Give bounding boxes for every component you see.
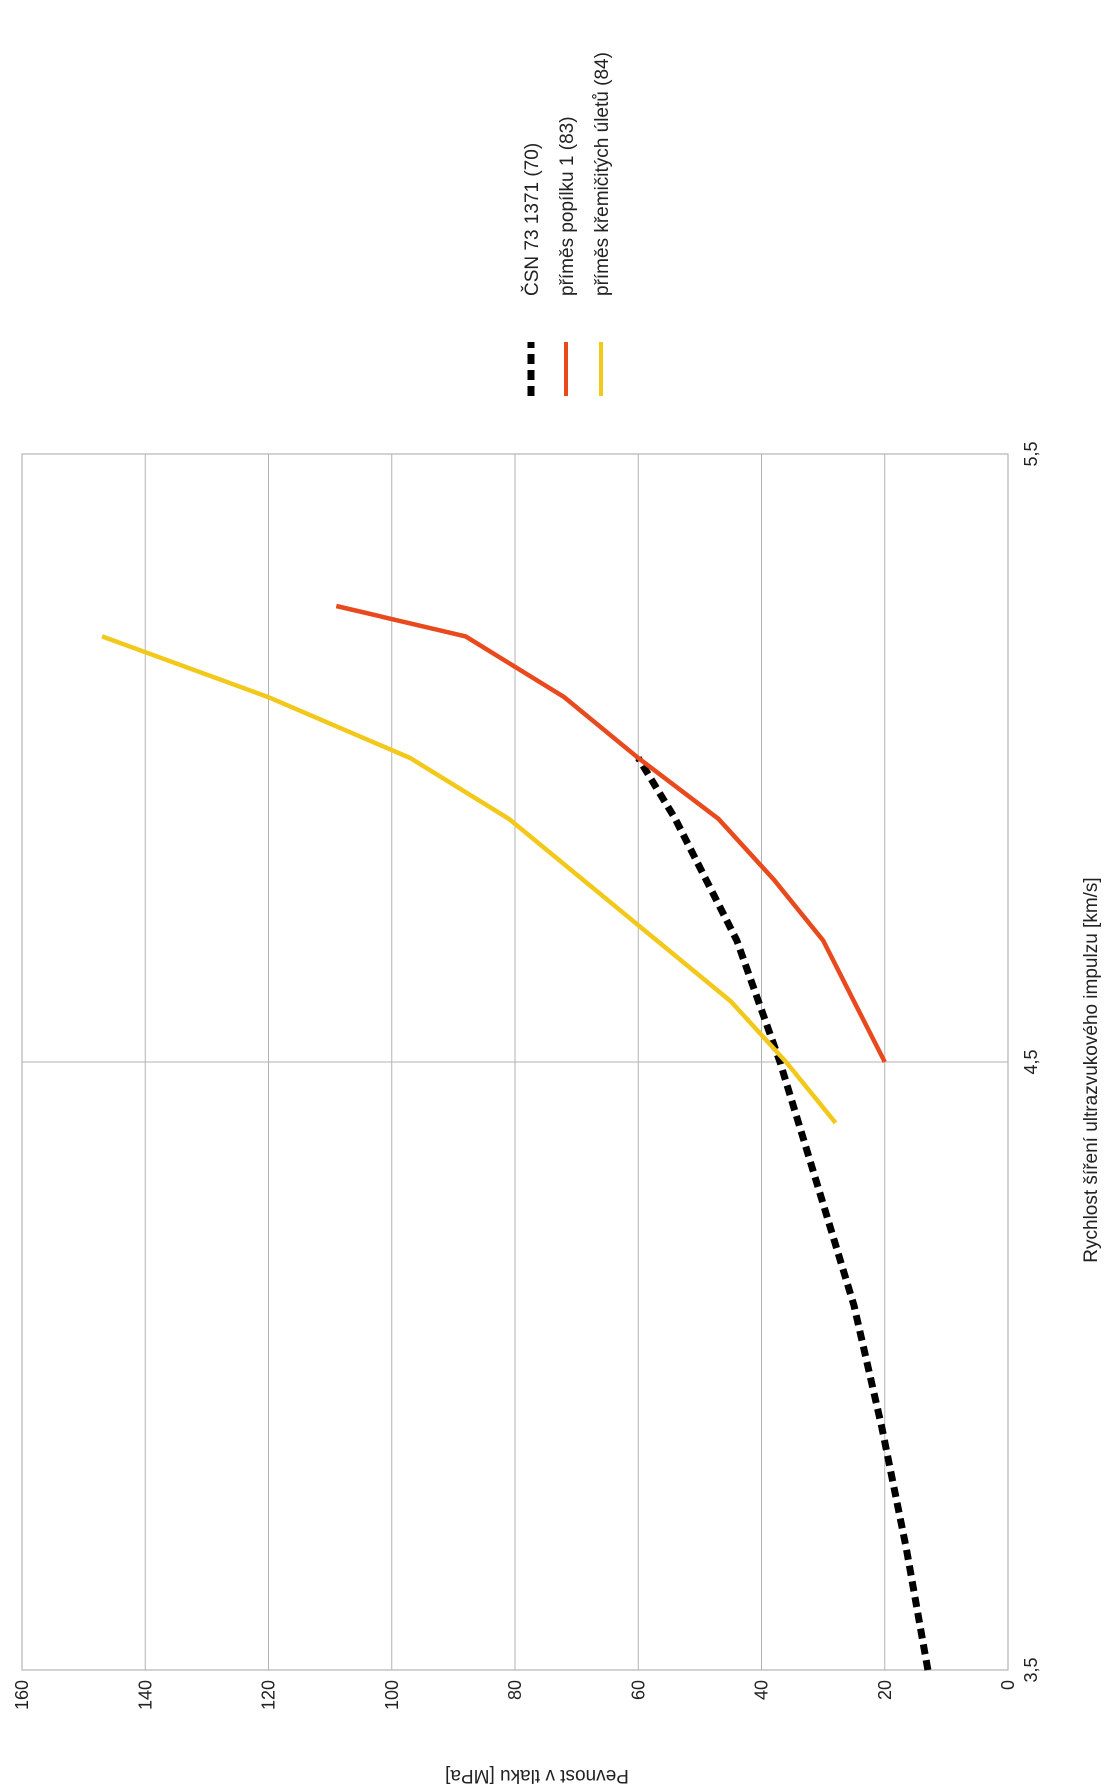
- legend-label: příměs křemičitých úletů (84): [592, 52, 613, 296]
- series-line-1: [635, 756, 932, 1671]
- x-axis-title: Rychlost šíření ultrazvukového impulzu […: [1081, 877, 1102, 1262]
- series-line-2: [335, 603, 887, 1064]
- grid-lines: [21, 453, 1009, 1671]
- x-tick-label: 3,5: [1021, 1657, 1041, 1682]
- series-layer: [101, 603, 932, 1671]
- y-tick-label: 100: [382, 1680, 402, 1710]
- legend: ČSN 73 1371 (70) příměs popílku 1 (83) pří…: [521, 52, 613, 396]
- x-tick-label: 5,5: [1021, 441, 1041, 466]
- legend-label: ČSN 73 1371 (70): [521, 143, 543, 296]
- plot-area: [21, 453, 1009, 1671]
- y-tick-label: 40: [752, 1680, 772, 1700]
- y-tick-label: 120: [259, 1680, 279, 1710]
- series-line-3: [101, 634, 838, 1125]
- y-axis-title: Pevnost v tlaku [MPa]: [445, 1765, 629, 1786]
- y-axis-ticks: 0 20 40 60 80 100 120 140 160: [12, 1680, 1018, 1710]
- y-tick-label: 160: [12, 1680, 32, 1710]
- y-tick-label: 0: [998, 1680, 1018, 1690]
- y-tick-label: 60: [628, 1680, 648, 1700]
- legend-label: příměs popílku 1 (83): [557, 116, 578, 296]
- y-tick-label: 140: [135, 1680, 155, 1710]
- y-tick-label: 20: [875, 1680, 895, 1700]
- x-axis-ticks: 3,5 4,5 5,5: [1021, 441, 1041, 1682]
- y-tick-label: 80: [505, 1680, 525, 1700]
- x-tick-label: 4,5: [1021, 1049, 1041, 1074]
